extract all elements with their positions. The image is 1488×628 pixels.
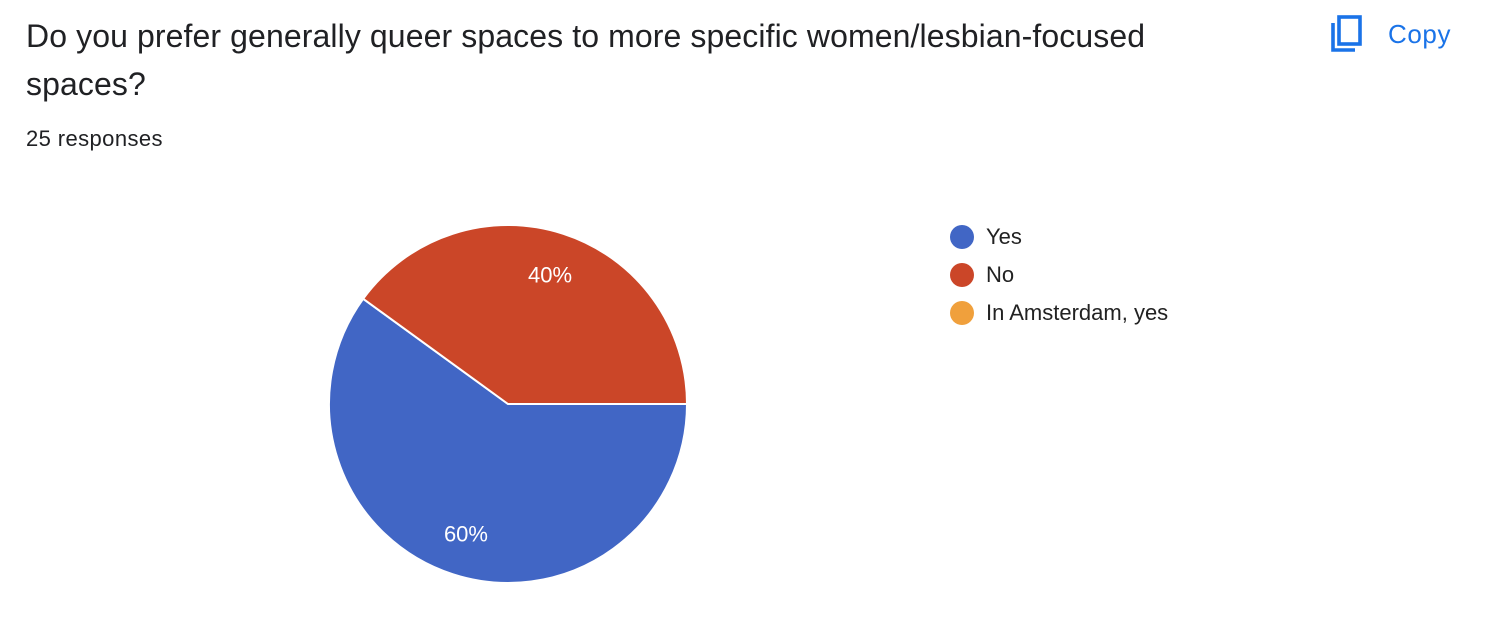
pie-slices xyxy=(328,224,689,584)
question-title: Do you prefer generally queer spaces to … xyxy=(26,18,1146,102)
legend-label-yes: Yes xyxy=(986,224,1022,249)
response-count: 25 responses xyxy=(26,126,163,151)
legend: Yes No In Amsterdam, yes xyxy=(950,218,1168,332)
pie-labels: 60% 40% xyxy=(444,263,572,547)
copy-button[interactable]: Copy xyxy=(1318,6,1468,62)
legend-label-in-amsterdam-yes: In Amsterdam, yes xyxy=(986,300,1169,325)
legend-label-no: No xyxy=(986,262,1015,287)
legend-swatch-in-amsterdam-yes xyxy=(950,301,974,325)
legend-swatch-yes xyxy=(950,225,974,249)
pie-slice-yes[interactable] xyxy=(328,297,689,584)
legend-item-no[interactable]: No xyxy=(950,256,1168,294)
copy-label: Copy xyxy=(1388,18,1452,49)
slice-label-yes: 60% xyxy=(444,521,488,546)
legend-item-yes[interactable]: Yes xyxy=(950,218,1168,256)
slice-label-no: 40% xyxy=(528,263,572,288)
legend-item-in-amsterdam-yes[interactable]: In Amsterdam, yes xyxy=(950,294,1168,332)
copy-icon xyxy=(1328,14,1364,54)
pie-slice-no[interactable] xyxy=(361,224,689,405)
legend-swatch-no xyxy=(950,263,974,287)
